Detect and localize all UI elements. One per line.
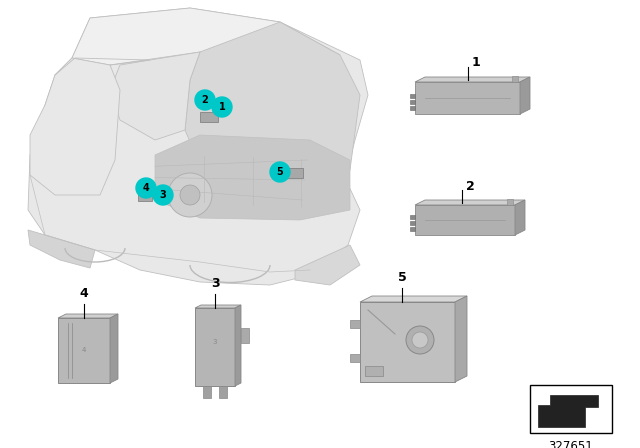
Circle shape — [136, 178, 156, 198]
Polygon shape — [415, 205, 515, 235]
Circle shape — [212, 97, 232, 117]
Polygon shape — [235, 305, 241, 386]
Polygon shape — [72, 8, 340, 68]
Polygon shape — [515, 200, 525, 235]
Text: 2: 2 — [466, 180, 475, 193]
Text: 4: 4 — [79, 287, 88, 300]
Polygon shape — [185, 22, 360, 180]
Bar — [219, 386, 227, 398]
Circle shape — [412, 332, 428, 348]
Text: 3: 3 — [212, 339, 217, 345]
Bar — [138, 192, 152, 201]
Circle shape — [168, 173, 212, 217]
Polygon shape — [195, 305, 241, 308]
Circle shape — [180, 185, 200, 205]
Bar — [241, 328, 249, 343]
Text: 5: 5 — [276, 167, 284, 177]
Text: 1: 1 — [219, 102, 225, 112]
Polygon shape — [295, 245, 360, 285]
Circle shape — [406, 326, 434, 354]
Polygon shape — [155, 135, 350, 220]
Polygon shape — [58, 318, 110, 383]
Polygon shape — [360, 302, 455, 382]
Bar — [410, 221, 415, 225]
Bar — [203, 386, 211, 398]
Polygon shape — [110, 314, 118, 383]
Text: 2: 2 — [202, 95, 209, 105]
Bar — [350, 320, 360, 328]
Polygon shape — [110, 52, 200, 140]
Bar — [365, 366, 383, 376]
Bar — [410, 228, 415, 232]
Text: 5: 5 — [397, 271, 406, 284]
Bar — [410, 94, 415, 98]
Polygon shape — [415, 82, 520, 114]
Polygon shape — [28, 230, 95, 268]
Polygon shape — [455, 296, 467, 382]
Text: 4: 4 — [82, 348, 86, 353]
Polygon shape — [360, 296, 467, 302]
Text: 4: 4 — [143, 183, 149, 193]
Polygon shape — [538, 395, 598, 427]
Polygon shape — [58, 314, 118, 318]
Polygon shape — [415, 77, 530, 82]
Polygon shape — [415, 200, 525, 205]
Text: 327651: 327651 — [548, 440, 593, 448]
Bar — [410, 106, 415, 110]
Circle shape — [270, 162, 290, 182]
Text: 3: 3 — [159, 190, 166, 200]
Bar — [512, 76, 518, 82]
Bar — [410, 99, 415, 103]
Polygon shape — [30, 58, 120, 195]
Circle shape — [195, 90, 215, 110]
Bar — [410, 215, 415, 220]
Polygon shape — [195, 308, 235, 386]
Polygon shape — [28, 8, 368, 285]
Text: 1: 1 — [472, 56, 481, 69]
Bar — [530, 385, 612, 433]
Bar — [507, 199, 513, 205]
Bar — [350, 354, 360, 362]
Circle shape — [153, 185, 173, 205]
Polygon shape — [520, 77, 530, 114]
Text: 3: 3 — [211, 277, 220, 290]
Bar — [200, 112, 218, 122]
Bar — [285, 168, 303, 178]
